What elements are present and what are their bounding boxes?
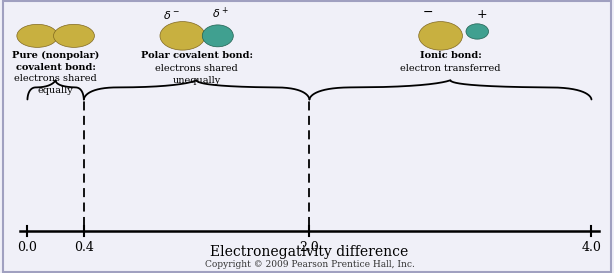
Text: electron transferred: electron transferred <box>400 64 500 73</box>
Text: Copyright © 2009 Pearson Prentice Hall, Inc.: Copyright © 2009 Pearson Prentice Hall, … <box>204 260 414 269</box>
Text: $\delta^+$: $\delta^+$ <box>212 5 229 20</box>
Text: $\delta^-$: $\delta^-$ <box>163 8 180 20</box>
Text: $+$: $+$ <box>476 7 487 20</box>
Text: 2.0: 2.0 <box>300 241 319 254</box>
Ellipse shape <box>202 25 233 47</box>
Text: $-$: $-$ <box>422 5 433 18</box>
Ellipse shape <box>466 24 489 39</box>
Text: Electronegativity difference: Electronegativity difference <box>211 245 408 259</box>
Text: Pure (nonpolar)
covalent bond:: Pure (nonpolar) covalent bond: <box>12 51 99 72</box>
Text: Polar covalent bond:: Polar covalent bond: <box>141 51 252 60</box>
Text: 0.0: 0.0 <box>17 241 37 254</box>
Ellipse shape <box>160 22 205 50</box>
Text: 0.4: 0.4 <box>74 241 94 254</box>
Text: Ionic bond:: Ionic bond: <box>419 51 481 60</box>
Ellipse shape <box>53 24 95 48</box>
Text: 4.0: 4.0 <box>581 241 601 254</box>
Ellipse shape <box>17 24 58 48</box>
Ellipse shape <box>419 22 462 50</box>
Text: electrons shared
equally: electrons shared equally <box>14 74 97 95</box>
Text: electrons shared
unequally: electrons shared unequally <box>155 64 238 85</box>
